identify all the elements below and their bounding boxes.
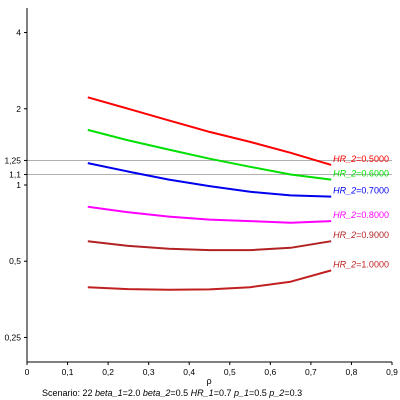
y-axis-ticks: 0,25 0,5 11,1 1,25 2 4 (4, 28, 27, 342)
x-tick-label: 0,3 (143, 367, 155, 377)
x-axis-title: ρ (206, 376, 211, 386)
y-tick-label: 0,25 (4, 332, 21, 342)
y-tick-label: 0,5 (9, 256, 21, 266)
x-tick-label: 0,7 (305, 367, 317, 377)
series-line-1 (87, 128, 332, 181)
series-label-4: HR_2=0.9000 (333, 230, 389, 240)
series-label-3: HR_2=0.8000 (333, 210, 389, 220)
x-tick-label: 0,9 (386, 367, 398, 377)
y-tick-label: 2 (16, 104, 21, 114)
series-label-2: HR_2=0.7000 (333, 186, 389, 196)
footer-text: Scenario: 22 beta_1=2.0 beta_2=0.5 HR_1=… (42, 388, 302, 398)
x-tick-label: 0,1 (62, 367, 74, 377)
x-tick-label: 0,2 (102, 367, 114, 377)
x-tick-label: 0,4 (183, 367, 195, 377)
x-tick-label: 0 (25, 367, 30, 377)
y-tick-label: 1,25 (4, 155, 21, 165)
series-line-2 (87, 162, 332, 198)
series-line-5 (87, 269, 332, 291)
x-tick-label: 0,8 (346, 367, 358, 377)
reference-lines (27, 159, 392, 176)
series-label-5: HR_2=1.0000 (333, 259, 389, 269)
x-axis-ticks: 0 0,1 0,2 0,3 0,4 0,5 0,6 0,7 0,8 0,9 (25, 362, 398, 377)
series-label-0: HR_2=0.5000 (333, 154, 389, 164)
series-group: HR_2=0.5000 HR_2=0.6000 HR_2=0.7000 HR_2=0.… (87, 96, 389, 291)
y-tick-label: 4 (16, 28, 21, 38)
footer: Scenario: 22 beta_1=2.0 beta_2=0.5 HR_1=… (42, 388, 302, 398)
series-label-1: HR_2=0.6000 (333, 169, 389, 179)
y-tick-label: 1,1 (9, 170, 21, 180)
x-tick-label: 0,6 (264, 367, 276, 377)
axes (26, 8, 392, 363)
series-line-4 (87, 240, 332, 252)
series-line-3 (87, 205, 332, 224)
y-tick-label: 1 (16, 180, 21, 190)
x-tick-label: 0,5 (224, 367, 236, 377)
series-line-0 (87, 96, 332, 166)
